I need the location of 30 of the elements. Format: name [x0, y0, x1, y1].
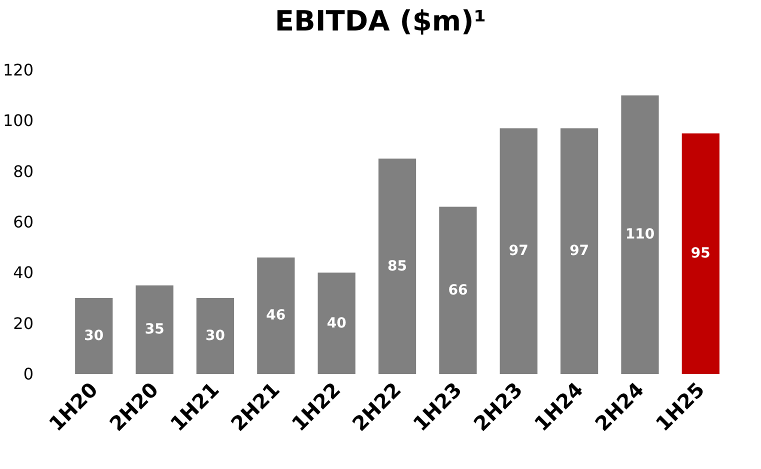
bar [439, 206, 477, 374]
bar [75, 298, 113, 374]
chart-title: EBITDA ($m)¹ [274, 4, 486, 38]
bar [378, 158, 416, 374]
data-label: 66 [448, 282, 468, 298]
bar [500, 128, 538, 374]
data-label: 35 [144, 322, 164, 338]
data-label: 46 [266, 308, 286, 324]
data-label: 95 [690, 246, 710, 262]
y-tick-label: 120 [2, 60, 34, 80]
data-label: 97 [508, 243, 528, 260]
y-tick-label: 60 [13, 212, 34, 232]
bar [318, 272, 356, 374]
data-label: 30 [205, 328, 226, 344]
data-label: 110 [625, 226, 655, 243]
data-label: 85 [388, 258, 408, 274]
data-label: 30 [84, 328, 104, 344]
y-tick-label: 0 [23, 364, 34, 384]
y-tick-label: 20 [13, 314, 34, 333]
data-label: 97 [570, 243, 590, 260]
bar [196, 298, 234, 374]
bar [560, 128, 598, 374]
bar [621, 95, 659, 374]
bar [257, 257, 295, 374]
bar [682, 133, 720, 374]
y-tick-label: 40 [13, 263, 34, 282]
bar [136, 285, 174, 374]
data-label: 40 [326, 315, 347, 332]
y-tick-label: 100 [2, 111, 34, 130]
y-tick-label: 80 [13, 162, 34, 181]
